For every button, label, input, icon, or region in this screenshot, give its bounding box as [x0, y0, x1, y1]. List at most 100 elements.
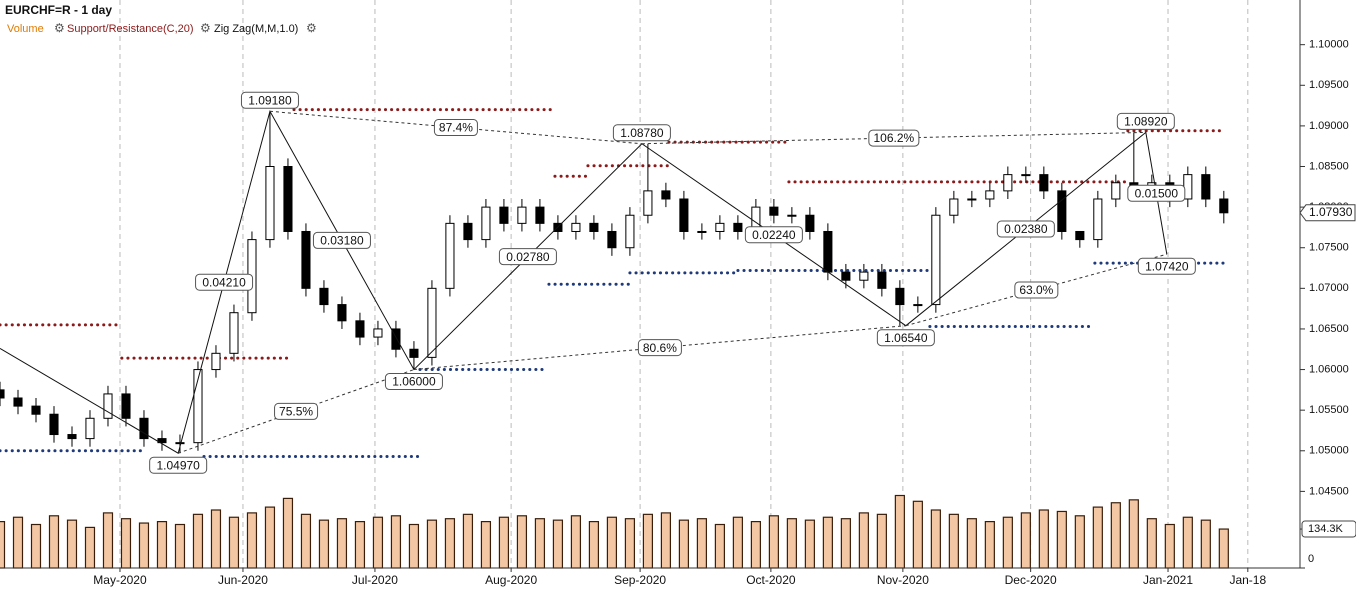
swing-label-box: [312, 231, 371, 249]
candle-body: [139, 417, 149, 440]
candle-body: [769, 206, 779, 216]
pivot-label-box: [384, 373, 443, 391]
candle-body: [1111, 182, 1121, 200]
candle-body: [301, 230, 311, 289]
swing-label-box: [195, 273, 254, 291]
volume-bar: [1218, 528, 1229, 569]
volume-bar: [1110, 502, 1121, 569]
candle-body: [1057, 190, 1067, 232]
pivot-label: 1.08920: [1124, 115, 1168, 129]
volume-bar: [1182, 516, 1193, 569]
candle-body: [67, 434, 77, 440]
candle-body: [1021, 174, 1031, 177]
pivot-label-box: [612, 124, 671, 142]
volume-bar: [1200, 519, 1211, 569]
volume-bar: [1074, 515, 1085, 569]
y-tick-label: 1.08500: [1309, 160, 1349, 172]
settings-icon[interactable]: ⚙: [306, 21, 317, 35]
candle-body: [643, 190, 653, 216]
y-tick-label: 1.06500: [1309, 323, 1349, 335]
candle-body: [175, 442, 185, 445]
volume-bar: [930, 509, 941, 569]
pivot-label-box: [1116, 112, 1175, 130]
candle-body: [121, 393, 131, 419]
candle-body: [931, 214, 941, 306]
candle-body: [607, 230, 617, 249]
candle-body: [535, 206, 545, 224]
candle-body: [697, 230, 707, 233]
swing-label: 0.04210: [202, 275, 246, 289]
retracement-label: 87.4%: [439, 121, 473, 135]
candle-body: [391, 328, 401, 350]
candle-body: [283, 166, 293, 232]
pivot-label-box: [876, 329, 935, 347]
volume-bar: [1002, 516, 1013, 569]
volume-bar: [912, 500, 923, 569]
retracement-label-box: [868, 129, 920, 147]
candle-body: [571, 222, 581, 232]
y-tick-label: 1.04500: [1309, 485, 1349, 497]
volume-bar: [174, 523, 186, 569]
candle-body: [805, 214, 815, 232]
swing-label-box: [498, 248, 557, 266]
y-tick-label: 1.10000: [1309, 39, 1349, 51]
candle-body: [49, 413, 59, 436]
volume-bar: [1146, 518, 1157, 569]
candle-body: [157, 438, 167, 444]
retracement-label-box: [1014, 281, 1059, 299]
volume-bar: [156, 520, 168, 569]
volume-bar: [426, 519, 438, 569]
x-tick-label: May-2020: [93, 573, 147, 587]
volume-bar: [984, 520, 995, 569]
pivot-label-box: [240, 91, 299, 109]
swing-label: 0.01500: [1135, 186, 1179, 200]
swing-label-box: [996, 220, 1055, 238]
pivot-label-box: [1137, 257, 1196, 275]
y-tick-label: 1.07500: [1309, 242, 1349, 254]
retracement-label-box: [274, 402, 319, 420]
settings-icon[interactable]: ⚙: [200, 21, 211, 35]
volume-bar: [1038, 509, 1049, 569]
indicator-label: Volume: [7, 23, 44, 35]
candle-body: [463, 222, 473, 241]
retracement-label-box: [433, 119, 478, 137]
volume-bar: [804, 519, 815, 569]
candle-body: [409, 348, 419, 358]
candle-body: [967, 198, 977, 201]
volume-bar: [786, 518, 797, 569]
volume-bar: [462, 513, 474, 569]
indicator-label: Support/Resistance(C,20): [67, 23, 194, 35]
y-tick-label: 1.09000: [1309, 120, 1349, 132]
volume-bar: [516, 515, 528, 569]
volume-bar: [1020, 512, 1031, 569]
last-price-box: [1299, 204, 1356, 222]
volume-bar: [192, 513, 204, 569]
volume-bar: [102, 512, 114, 569]
volume-bar: [0, 520, 6, 569]
candle-body: [103, 393, 113, 419]
candle-body: [895, 287, 905, 306]
y-tick-label: 1.05000: [1309, 445, 1349, 457]
pivot-label-box: [149, 456, 208, 474]
settings-icon[interactable]: ⚙: [54, 21, 65, 35]
volume-bar: [948, 513, 959, 569]
candle-body: [1003, 174, 1013, 192]
y-tick-label: 1.05500: [1309, 404, 1349, 416]
x-tick-label: Jun-2020: [218, 573, 268, 587]
pivot-label: 1.07420: [1145, 259, 1189, 273]
volume-bar: [966, 518, 977, 569]
volume-bar: [84, 526, 96, 569]
x-tick-label: Nov-2020: [877, 573, 929, 587]
volume-bar: [1164, 523, 1175, 569]
candle-body: [1039, 174, 1049, 192]
volume-bar: [120, 518, 132, 569]
volume-bar: [300, 513, 312, 569]
candle-body: [823, 230, 833, 273]
x-tick-label: Jan-2021: [1143, 573, 1193, 587]
volume-bar: [138, 522, 150, 569]
indicator-label: Zig Zag(M,M,1.0): [214, 23, 298, 35]
volume-bar: [876, 513, 887, 569]
volume-bar: [858, 512, 869, 569]
y-tick-label: 1.09500: [1309, 79, 1349, 91]
